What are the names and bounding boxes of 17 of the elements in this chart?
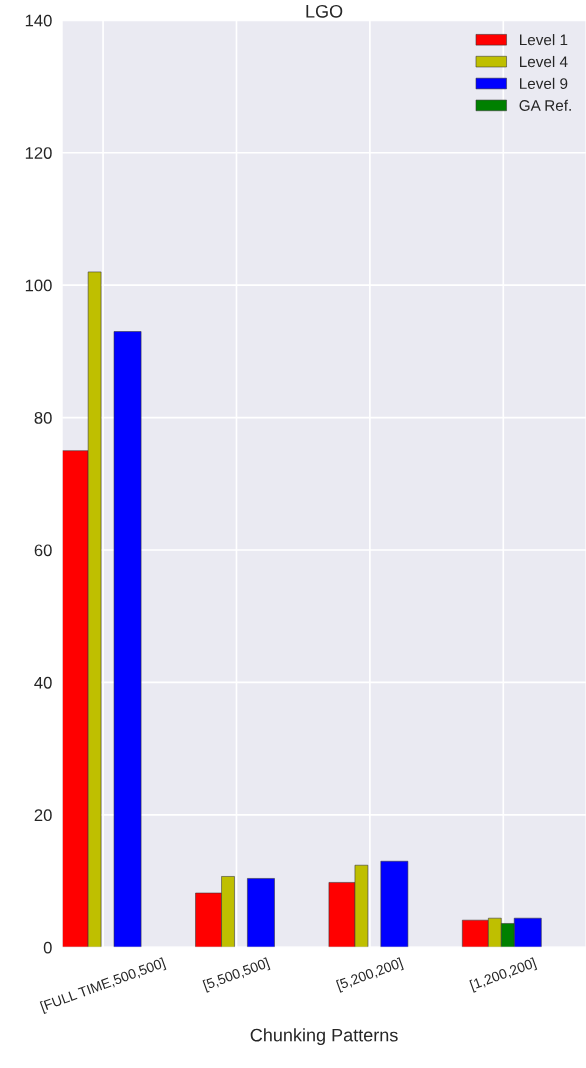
legend-label: Level 4 [520, 55, 568, 68]
chart-title: LGO [306, 4, 343, 18]
bar [247, 878, 275, 948]
y-tick-label: 40 [34, 676, 52, 689]
y-tick-label: 0 [43, 941, 52, 954]
y-tick-label: 140 [25, 14, 52, 27]
legend-label: GA Ref. [519, 99, 571, 111]
legend-label: Level 9 [520, 77, 568, 90]
y-tick-label: 60 [34, 544, 52, 557]
y-tick-label: 20 [34, 809, 52, 822]
y-tick-label: 100 [25, 279, 52, 292]
bar [113, 331, 142, 948]
x-axis-title: Chunking Patterns [250, 1028, 398, 1046]
y-tick-label: 80 [34, 411, 52, 424]
legend-label: Level 1 [520, 34, 568, 46]
bar [380, 860, 409, 948]
y-tick-label: 120 [25, 147, 52, 159]
